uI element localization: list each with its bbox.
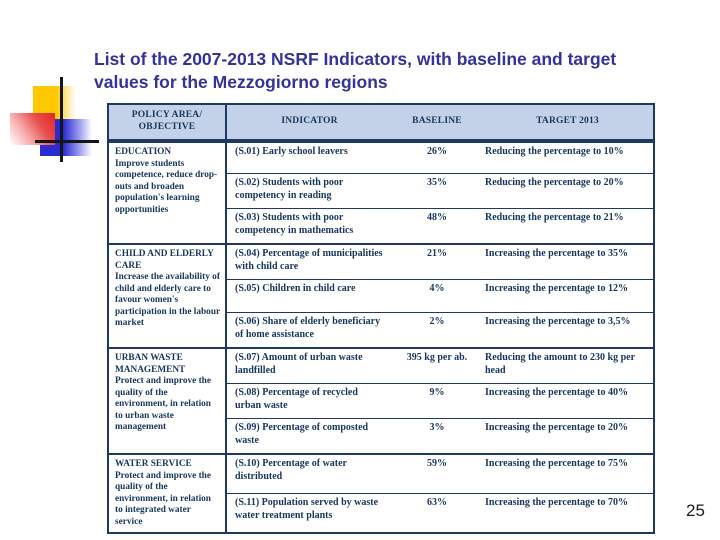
baseline-cell: 2% [429,316,445,327]
target-cell: Increasing the percentage to 12% [485,283,628,294]
target-cell: Increasing the percentage to 3,5% [485,316,631,327]
indicator-cell: (S.11) Population served by waste water … [235,497,379,521]
section-water-service: WATER SERVICE Protect and improve the qu… [109,453,653,533]
table-row: (S.01) Early school leavers 26% Reducing… [227,143,653,173]
indicator-cell: (S.10) Percentage of water distributed [235,458,347,482]
decoration-red-square [10,113,55,145]
header-policy-area: POLICY AREA/ OBJECTIVE [109,105,227,139]
decoration-horizontal-line [35,140,99,143]
policy-area-name: CHILD AND ELDERLY CARE [115,249,214,271]
policy-area-objective: Increase the availability of child and e… [115,272,220,329]
baseline-cell: 48% [427,212,447,223]
indicator-cell: (S.01) Early school leavers [235,146,348,157]
section-rows: (S.04) Percentage of municipalities with… [227,245,653,347]
policy-area-name: WATER SERVICE [115,459,192,469]
table-row: (S.10) Percentage of water distributed 5… [227,455,653,493]
indicator-cell: (S.05) Children in child care [235,283,356,294]
table-row: (S.09) Percentage of composted waste 3% … [227,418,653,453]
section-rows: (S.10) Percentage of water distributed 5… [227,455,653,532]
indicator-cell: (S.06) Share of elderly beneficiary of h… [235,316,381,340]
baseline-cell: 59% [427,458,447,469]
baseline-cell: 26% [427,146,447,157]
table-row: (S.03) Students with poor competency in … [227,208,653,243]
table-row: (S.08) Percentage of recycled urban wast… [227,383,653,418]
table-row: (S.06) Share of elderly beneficiary of h… [227,312,653,347]
policy-area-objective: Improve students competence, reduce drop… [115,158,218,215]
target-cell: Reducing the percentage to 20% [485,177,624,188]
policy-area-objective: Protect and improve the quality of the e… [115,470,211,527]
decoration-vertical-line [60,77,63,162]
section-education: EDUCATION Improve students competence, r… [109,141,653,243]
policy-area-name: URBAN WASTE MANAGEMENT [115,353,186,375]
table-row: (S.11) Population served by waste water … [227,493,653,531]
section-rows: (S.07) Amount of urban waste landfilled … [227,349,653,453]
slide-title: List of the 2007-2013 NSRF Indicators, w… [94,49,617,93]
policy-area-cell: WATER SERVICE Protect and improve the qu… [109,455,227,533]
target-cell: Increasing the percentage to 20% [485,422,628,433]
policy-area-objective: Protect and improve the quality of the e… [115,376,211,433]
policy-area-cell: CHILD AND ELDERLY CARE Increase the avai… [109,245,227,347]
table-header-row: POLICY AREA/ OBJECTIVE INDICATOR BASELIN… [109,105,653,141]
baseline-cell: 9% [429,387,445,398]
section-child-elderly-care: CHILD AND ELDERLY CARE Increase the avai… [109,243,653,347]
table-row: (S.04) Percentage of municipalities with… [227,245,653,279]
section-rows: (S.01) Early school leavers 26% Reducing… [227,143,653,243]
section-urban-waste: URBAN WASTE MANAGEMENT Protect and impro… [109,347,653,453]
policy-area-cell: EDUCATION Improve students competence, r… [109,143,227,243]
baseline-cell: 3% [429,422,445,433]
page-number: 25 [686,501,705,520]
indicator-cell: (S.02) Students with poor competency in … [235,177,344,201]
policy-area-cell: URBAN WASTE MANAGEMENT Protect and impro… [109,349,227,453]
baseline-cell: 395 kg per ab. [406,352,468,363]
baseline-cell: 63% [427,497,447,508]
table-row: (S.02) Students with poor competency in … [227,173,653,208]
target-cell: Reducing the amount to 230 kg per head [485,352,635,376]
target-cell: Increasing the percentage to 40% [485,387,628,398]
table-row: (S.07) Amount of urban waste landfilled … [227,349,653,383]
policy-area-name: EDUCATION [115,147,172,157]
target-cell: Reducing the percentage to 10% [485,146,624,157]
target-cell: Increasing the percentage to 75% [485,458,628,469]
header-indicator: INDICATOR [281,116,338,127]
target-cell: Increasing the percentage to 70% [485,497,628,508]
header-baseline: BASELINE [412,116,462,127]
baseline-cell: 4% [429,283,445,294]
indicator-cell: (S.07) Amount of urban waste landfilled [235,352,363,376]
indicator-cell: (S.04) Percentage of municipalities with… [235,248,383,272]
indicator-cell: (S.08) Percentage of recycled urban wast… [235,387,358,411]
baseline-cell: 35% [427,177,447,188]
indicators-table: POLICY AREA/ OBJECTIVE INDICATOR BASELIN… [107,103,655,535]
indicator-cell: (S.09) Percentage of composted waste [235,422,369,446]
table-row: (S.05) Children in child care 4% Increas… [227,279,653,312]
baseline-cell: 21% [427,248,447,259]
header-target-2013: TARGET 2013 [536,116,599,127]
target-cell: Reducing the percentage to 21% [485,212,624,223]
target-cell: Increasing the percentage to 35% [485,248,628,259]
indicator-cell: (S.03) Students with poor competency in … [235,212,354,236]
